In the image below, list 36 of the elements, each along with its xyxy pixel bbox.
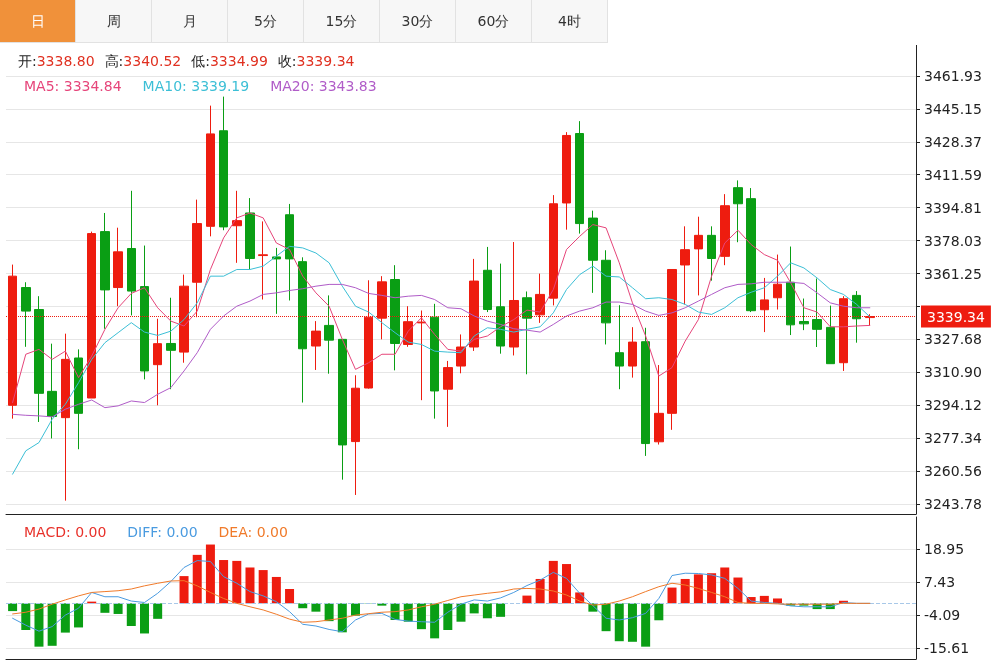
text: 5分 <box>228 0 304 43</box>
y-tick-label: -4.09 <box>924 607 961 624</box>
text: 日 <box>0 0 76 43</box>
y-tick-label: 3327.68 <box>924 331 982 348</box>
series-label: DIFF: 0.00 <box>127 524 198 540</box>
text: 周 <box>76 0 152 43</box>
text: MA20: 3343.83 <box>270 78 377 94</box>
y-tick-label: 3310.90 <box>924 364 982 381</box>
y-tick-label: 18.95 <box>924 540 965 557</box>
y-tick-label: 3411.59 <box>924 166 982 183</box>
y-tick-label: 3260.56 <box>924 463 982 480</box>
y-tick-label: 3394.81 <box>924 199 982 216</box>
text: MACD: 0.00 <box>24 524 107 540</box>
y-tick-label: 3428.37 <box>924 133 982 150</box>
text: 30分 <box>380 0 456 43</box>
text: 60分 <box>456 0 532 43</box>
y-tick-label: -15.61 <box>924 640 970 657</box>
text: MA10: 3339.19 <box>142 78 250 94</box>
y-tick-label: 3461.93 <box>924 67 982 84</box>
text: 15分 <box>304 0 380 43</box>
y-tick-label: 7.43 <box>924 574 956 591</box>
text: MA5: 3334.84 <box>24 78 122 94</box>
text: 月 <box>152 0 228 43</box>
y-tick-label: 3445.15 <box>924 100 982 117</box>
ref-line-label: 3339.34 <box>927 308 985 325</box>
annotation: 开:3338.80 <box>18 53 95 69</box>
text: DEA: 0.00 <box>218 524 288 540</box>
annotation: 低:3334.99 <box>191 53 268 69</box>
text: 4时 <box>532 0 608 43</box>
y-tick-label: 3243.78 <box>924 496 982 513</box>
y-tick-label: 3277.34 <box>924 430 982 447</box>
y-tick-label: 3361.25 <box>924 265 982 282</box>
annotation: 高:3340.52 <box>104 53 182 69</box>
y-tick-label: 3378.03 <box>924 232 982 249</box>
y-tick-label: 3294.12 <box>924 397 982 414</box>
annotation: 收:3339.34 <box>277 53 355 69</box>
